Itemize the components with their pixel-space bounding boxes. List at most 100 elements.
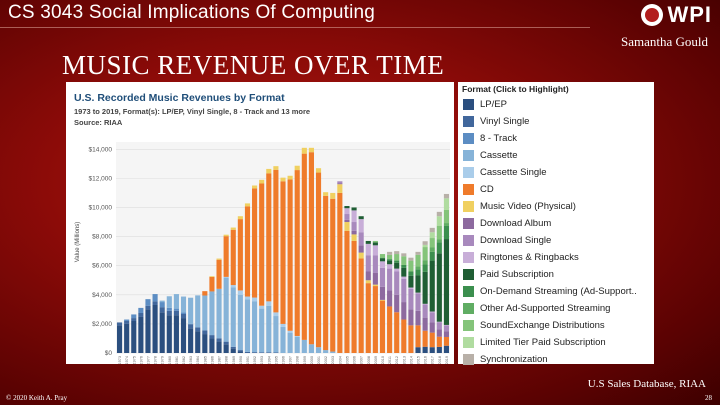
bar-segment[interactable] — [436, 329, 442, 337]
bar-segment[interactable] — [415, 251, 421, 255]
bar-segment[interactable] — [351, 240, 357, 353]
bar-segment[interactable] — [323, 195, 329, 351]
bar-segment[interactable] — [443, 336, 450, 346]
bar-segment[interactable] — [266, 352, 272, 353]
bar-segment[interactable] — [116, 322, 123, 326]
bar-segment[interactable] — [387, 260, 393, 265]
bar-segment[interactable] — [394, 260, 400, 263]
legend-item[interactable]: Cassette Single — [458, 164, 654, 181]
bar-segment[interactable] — [138, 307, 144, 313]
bar-segment[interactable] — [223, 277, 229, 342]
bar-segment[interactable] — [230, 348, 236, 353]
bar-segment[interactable] — [237, 294, 243, 351]
bar-segment[interactable] — [159, 307, 165, 313]
bar-segment[interactable] — [145, 299, 151, 306]
bar-segment[interactable] — [337, 184, 343, 193]
legend-item[interactable]: Ringtones & Ringbacks — [458, 249, 654, 266]
bar-segment[interactable] — [223, 236, 229, 277]
bar-segment[interactable] — [259, 183, 265, 306]
bar-segment[interactable] — [436, 211, 442, 217]
bar-segment[interactable] — [379, 267, 386, 287]
bar-segment[interactable] — [188, 328, 194, 353]
bar-segment[interactable] — [266, 301, 272, 306]
bar-segment[interactable] — [365, 243, 371, 256]
bar-segment[interactable] — [259, 352, 265, 353]
bar-segment[interactable] — [209, 338, 215, 353]
bar-segment[interactable] — [159, 302, 165, 308]
bar-segment[interactable] — [408, 309, 414, 326]
bar-segment[interactable] — [209, 276, 215, 277]
legend-item[interactable]: CD — [458, 181, 654, 198]
bar-segment[interactable] — [429, 227, 435, 233]
bar-segment[interactable] — [387, 306, 393, 353]
bar-segment[interactable] — [330, 198, 336, 352]
bar-segment[interactable] — [443, 193, 450, 199]
bar-segment[interactable] — [408, 287, 414, 289]
bar-segment[interactable] — [252, 301, 258, 353]
bar-segment[interactable] — [443, 198, 450, 210]
bar-segment[interactable] — [422, 244, 428, 248]
bar-segment[interactable] — [358, 245, 364, 253]
bar-segment[interactable] — [280, 181, 286, 324]
bar-segment[interactable] — [379, 286, 386, 300]
bar-segment[interactable] — [259, 305, 265, 309]
bar-segment[interactable] — [379, 254, 386, 258]
bar-segment[interactable] — [415, 325, 421, 348]
bar-segment[interactable] — [188, 297, 194, 324]
bar-segment[interactable] — [237, 350, 243, 352]
bar-segment[interactable] — [223, 344, 229, 353]
bar-segment[interactable] — [145, 309, 151, 353]
bar-segment[interactable] — [415, 269, 421, 276]
bar-segment[interactable] — [408, 257, 414, 261]
bar-segment[interactable] — [429, 347, 435, 353]
legend-item[interactable]: SoundExchange Distributions — [458, 317, 654, 334]
bar-segment[interactable] — [323, 350, 329, 353]
bar-segment[interactable] — [294, 336, 300, 353]
bar-segment[interactable] — [436, 336, 442, 347]
bar-segment[interactable] — [266, 168, 272, 174]
bar-segment[interactable] — [223, 276, 229, 278]
bar-segment[interactable] — [202, 330, 208, 335]
bar-segment[interactable] — [216, 338, 222, 342]
bar-segment[interactable] — [443, 223, 450, 226]
bar-segment[interactable] — [372, 284, 378, 287]
bar-segment[interactable] — [266, 305, 272, 353]
bar-segment[interactable] — [422, 247, 428, 261]
bar-segment[interactable] — [273, 312, 279, 317]
bar-segment[interactable] — [280, 326, 286, 353]
bar-segment[interactable] — [365, 283, 371, 353]
bar-segment[interactable] — [301, 339, 307, 353]
bar-segment[interactable] — [358, 232, 364, 246]
bar-segment[interactable] — [173, 315, 179, 353]
bar-segment[interactable] — [429, 238, 435, 248]
bar-segment[interactable] — [436, 322, 442, 330]
bar-segment[interactable] — [301, 153, 307, 340]
bar-segment[interactable] — [273, 316, 279, 353]
bar-segment[interactable] — [422, 241, 428, 245]
bar-segment[interactable] — [372, 272, 378, 285]
bar-segment[interactable] — [294, 170, 300, 336]
bar-segment[interactable] — [230, 287, 236, 347]
bar-segment[interactable] — [166, 307, 172, 311]
bar-segment[interactable] — [216, 341, 222, 353]
bar-segment[interactable] — [202, 295, 208, 331]
bar-segment[interactable] — [415, 310, 421, 326]
bar-segment[interactable] — [209, 291, 215, 336]
bar-segment[interactable] — [394, 271, 400, 295]
bar-segment[interactable] — [230, 229, 236, 286]
bar-segment[interactable] — [166, 315, 172, 353]
bar-segment[interactable] — [116, 325, 123, 353]
bar-segment[interactable] — [387, 264, 393, 269]
bar-segment[interactable] — [202, 334, 208, 353]
bar-segment[interactable] — [379, 261, 386, 268]
bar-segment[interactable] — [180, 296, 187, 313]
legend-item[interactable]: Music Video (Physical) — [458, 198, 654, 215]
legend-item[interactable]: Paid Subscription — [458, 266, 654, 283]
bar-segment[interactable] — [237, 219, 243, 291]
bar-segment[interactable] — [422, 303, 428, 305]
bar-segment[interactable] — [209, 276, 215, 292]
bar-segment[interactable] — [273, 169, 279, 313]
bar-segment[interactable] — [252, 188, 258, 298]
bar-segment[interactable] — [372, 255, 378, 273]
bar-segment[interactable] — [365, 255, 371, 272]
